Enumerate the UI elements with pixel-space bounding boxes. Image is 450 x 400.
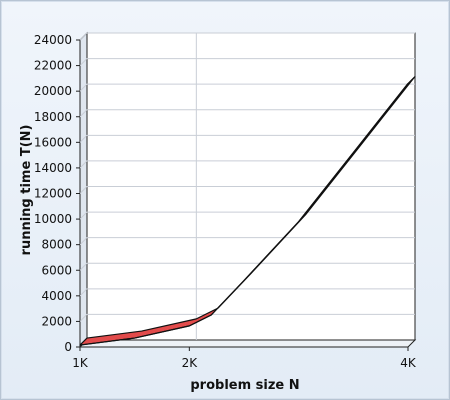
- grid-line-h: [79, 32, 415, 41]
- x-tick-label: 4K: [400, 356, 417, 370]
- grid-line-h: [79, 160, 415, 169]
- grid-line-h: [79, 288, 415, 297]
- plot-floor: [78, 339, 417, 348]
- x-tick-label: 1K: [72, 356, 89, 370]
- y-tick-label: 2000: [41, 314, 72, 328]
- y-tick-label: 0: [64, 340, 72, 354]
- y-tick-label: 24000: [34, 33, 72, 47]
- grid-line-h: [79, 109, 415, 118]
- y-axis-title: running time T(N): [19, 125, 34, 256]
- y-tick-label: 6000: [41, 263, 72, 277]
- y-tick-label: 10000: [34, 212, 72, 226]
- series-line: [79, 83, 409, 346]
- x-axis-title: problem size N: [190, 378, 299, 393]
- grid-line-h: [79, 262, 415, 271]
- y-tick-label: 20000: [34, 84, 72, 98]
- x-tick-label: 2K: [182, 356, 199, 370]
- series-layer: [79, 75, 416, 346]
- grid-lines: [79, 32, 415, 340]
- y-tick-label: 8000: [41, 238, 72, 252]
- y-tick-label: 22000: [34, 59, 72, 73]
- grid-line-h: [79, 58, 415, 66]
- y-tick-label: 18000: [34, 110, 72, 124]
- y-tick-label: 16000: [34, 135, 72, 149]
- y-axis-ticks: 0 2000 4000 6000 8000 10000 12000 14000 16000 180…: [34, 33, 80, 354]
- grid-line-h: [79, 134, 415, 143]
- grid-line-h: [79, 313, 415, 322]
- x-axis-ticks: 1K 2K 4K: [72, 347, 417, 370]
- y-tick-label: 4000: [41, 289, 72, 303]
- y-tick-label: 12000: [34, 187, 72, 201]
- grid-line-h: [79, 186, 415, 194]
- grid-line-h: [79, 83, 415, 92]
- plot-area: [78, 31, 417, 349]
- grid-line-h: [79, 237, 415, 246]
- y-tick-label: 14000: [34, 161, 72, 175]
